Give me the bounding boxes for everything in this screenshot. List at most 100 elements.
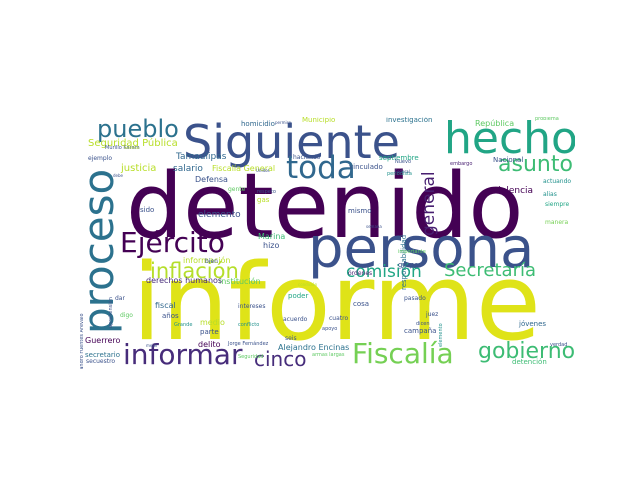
word-seis: seis <box>285 335 297 342</box>
word-poder: poder <box>288 292 309 300</box>
word-mejor: mejor <box>146 343 158 348</box>
word-general: general <box>419 171 439 236</box>
word-aprehension: aprehensión <box>108 297 114 328</box>
word-toda: toda <box>286 150 356 186</box>
word-semana: semana <box>366 224 382 229</box>
word-cuatro: cuatro <box>329 315 349 322</box>
word-bien: bien <box>205 258 218 265</box>
word-homicidio: homicidio <box>241 120 275 128</box>
word-marina: Marina <box>258 232 286 241</box>
word-acuerdo: acuerdo <box>283 316 308 323</box>
word-nuevo: Nuevo <box>395 159 412 165</box>
word-grupo: grupo <box>398 261 419 269</box>
word-hizo: hizo <box>263 241 280 250</box>
word-siguiente: Siguiente <box>183 117 400 169</box>
word-hecho: hecho <box>444 117 575 164</box>
word-fiscalia-general: Fiscalía General <box>212 164 276 173</box>
word-siempre: siempre <box>545 201 570 208</box>
word-elemento: elemento <box>198 210 241 220</box>
word-periodista: periodista <box>387 171 412 177</box>
word-sido: sido <box>140 206 155 214</box>
word-defensa: Defensa <box>195 175 228 184</box>
word-secretario: secretario <box>85 351 120 359</box>
word-seguridad: Seguridad <box>238 354 264 360</box>
word-ejemplo: ejemplo <box>88 155 113 162</box>
word-problema: problema <box>535 117 559 122</box>
word-tamaulipas: Tamaulipas <box>176 152 227 162</box>
word-importante: importante <box>398 249 426 255</box>
word-haciendo: haciendo <box>293 154 321 161</box>
word-fiscalia: Fiscalía <box>352 337 454 369</box>
word-sedena: Sedena <box>124 145 139 150</box>
word-comision: comisión <box>346 262 422 282</box>
word-gente: gente <box>228 186 246 193</box>
word-pasado: pasado <box>404 295 426 302</box>
word-cinco: cinco <box>254 347 307 369</box>
word-manera: manera <box>545 219 569 226</box>
word-medio: medio <box>200 318 225 327</box>
word-derechos-humanos: derechos humanos <box>146 276 223 285</box>
word-nacional: Nacional <box>493 156 524 164</box>
word-asunto: asunto <box>498 152 573 177</box>
word-septiembre: septiembre <box>379 154 419 162</box>
word-juez: juez <box>426 311 439 318</box>
word-institucion: institución <box>219 277 261 286</box>
word-guerrero: Guerrero <box>85 336 121 345</box>
word-pueblo: pueblo <box>97 117 179 143</box>
word-informar: informar <box>123 338 243 369</box>
word-campana: campaña <box>404 327 437 335</box>
word-debe: debe <box>113 173 123 178</box>
word-persona: persona <box>308 216 535 281</box>
word-armas-largas: armas largas <box>312 352 345 358</box>
word-elemento-small: elemento <box>438 323 444 347</box>
word-jorge-fernandez: Jorge Fernández <box>228 341 269 347</box>
word-federal: Federal <box>395 169 410 174</box>
word-detencion: detención <box>512 358 547 366</box>
word-parte: parte <box>200 328 219 336</box>
word-delito: delito <box>198 340 221 349</box>
word-ordenes: órdenes <box>348 270 373 277</box>
word-detenido: detenido <box>126 154 524 259</box>
word-murillo-karam: Murillo Karam <box>105 145 140 151</box>
word-conflicto: conflicto <box>238 322 260 328</box>
word-proceso: proceso <box>80 168 123 334</box>
word-apoyo: apoyo <box>322 326 338 332</box>
word-permiso: permiso <box>275 120 292 125</box>
word-dicen: dicen <box>416 321 430 327</box>
word-cloud: informe detenido persona Siguiente hecho… <box>80 117 575 369</box>
word-gobierno: gobierno <box>478 339 575 364</box>
word-condicion: condición <box>298 282 318 287</box>
word-secretaria: Secretaría <box>444 260 536 281</box>
word-republica: República <box>475 119 515 128</box>
word-inflacion: inflación <box>150 259 239 283</box>
word-seguridad-publica: Seguridad Pública <box>88 138 178 149</box>
word-alias: alias <box>543 191 557 198</box>
word-informacion: información <box>183 256 231 265</box>
word-dar: dar <box>115 295 125 302</box>
word-respeto: respeto <box>257 189 276 195</box>
word-unidos: Unidos <box>256 168 270 173</box>
word-embargo: embargo <box>450 161 473 167</box>
word-secuestro: secuestro <box>86 358 116 365</box>
word-fiscal: fiscal <box>155 301 176 310</box>
word-verdad: verdad <box>550 342 568 348</box>
word-salario: salario <box>173 164 203 174</box>
word-intereses: intereses <box>238 303 266 310</box>
word-gas: gas <box>257 196 270 204</box>
word-investigacion: investigación <box>386 117 433 124</box>
word-digo: digo <box>120 312 133 319</box>
word-jovenes: jóvenes <box>519 320 547 328</box>
word-anos: años <box>162 312 179 320</box>
word-vinculado: vinculado <box>349 163 383 171</box>
word-violencia: violencia <box>493 186 534 196</box>
word-actuando: actuando <box>543 178 572 185</box>
word-cosa: cosa <box>353 300 370 308</box>
word-grande: Grande <box>174 322 193 328</box>
word-subsecretario: Subsecretario Alejandro Fuentes Arévalo <box>80 313 85 369</box>
word-alejandro-encinas: Alejandro Encinas <box>278 343 350 352</box>
word-ejercito: Ejército <box>120 226 225 259</box>
word-municipio: Municipio <box>302 117 336 124</box>
word-mismo: mismo <box>348 207 372 215</box>
word-justicia: justicia <box>121 163 157 174</box>
word-informe: informe <box>132 241 541 364</box>
